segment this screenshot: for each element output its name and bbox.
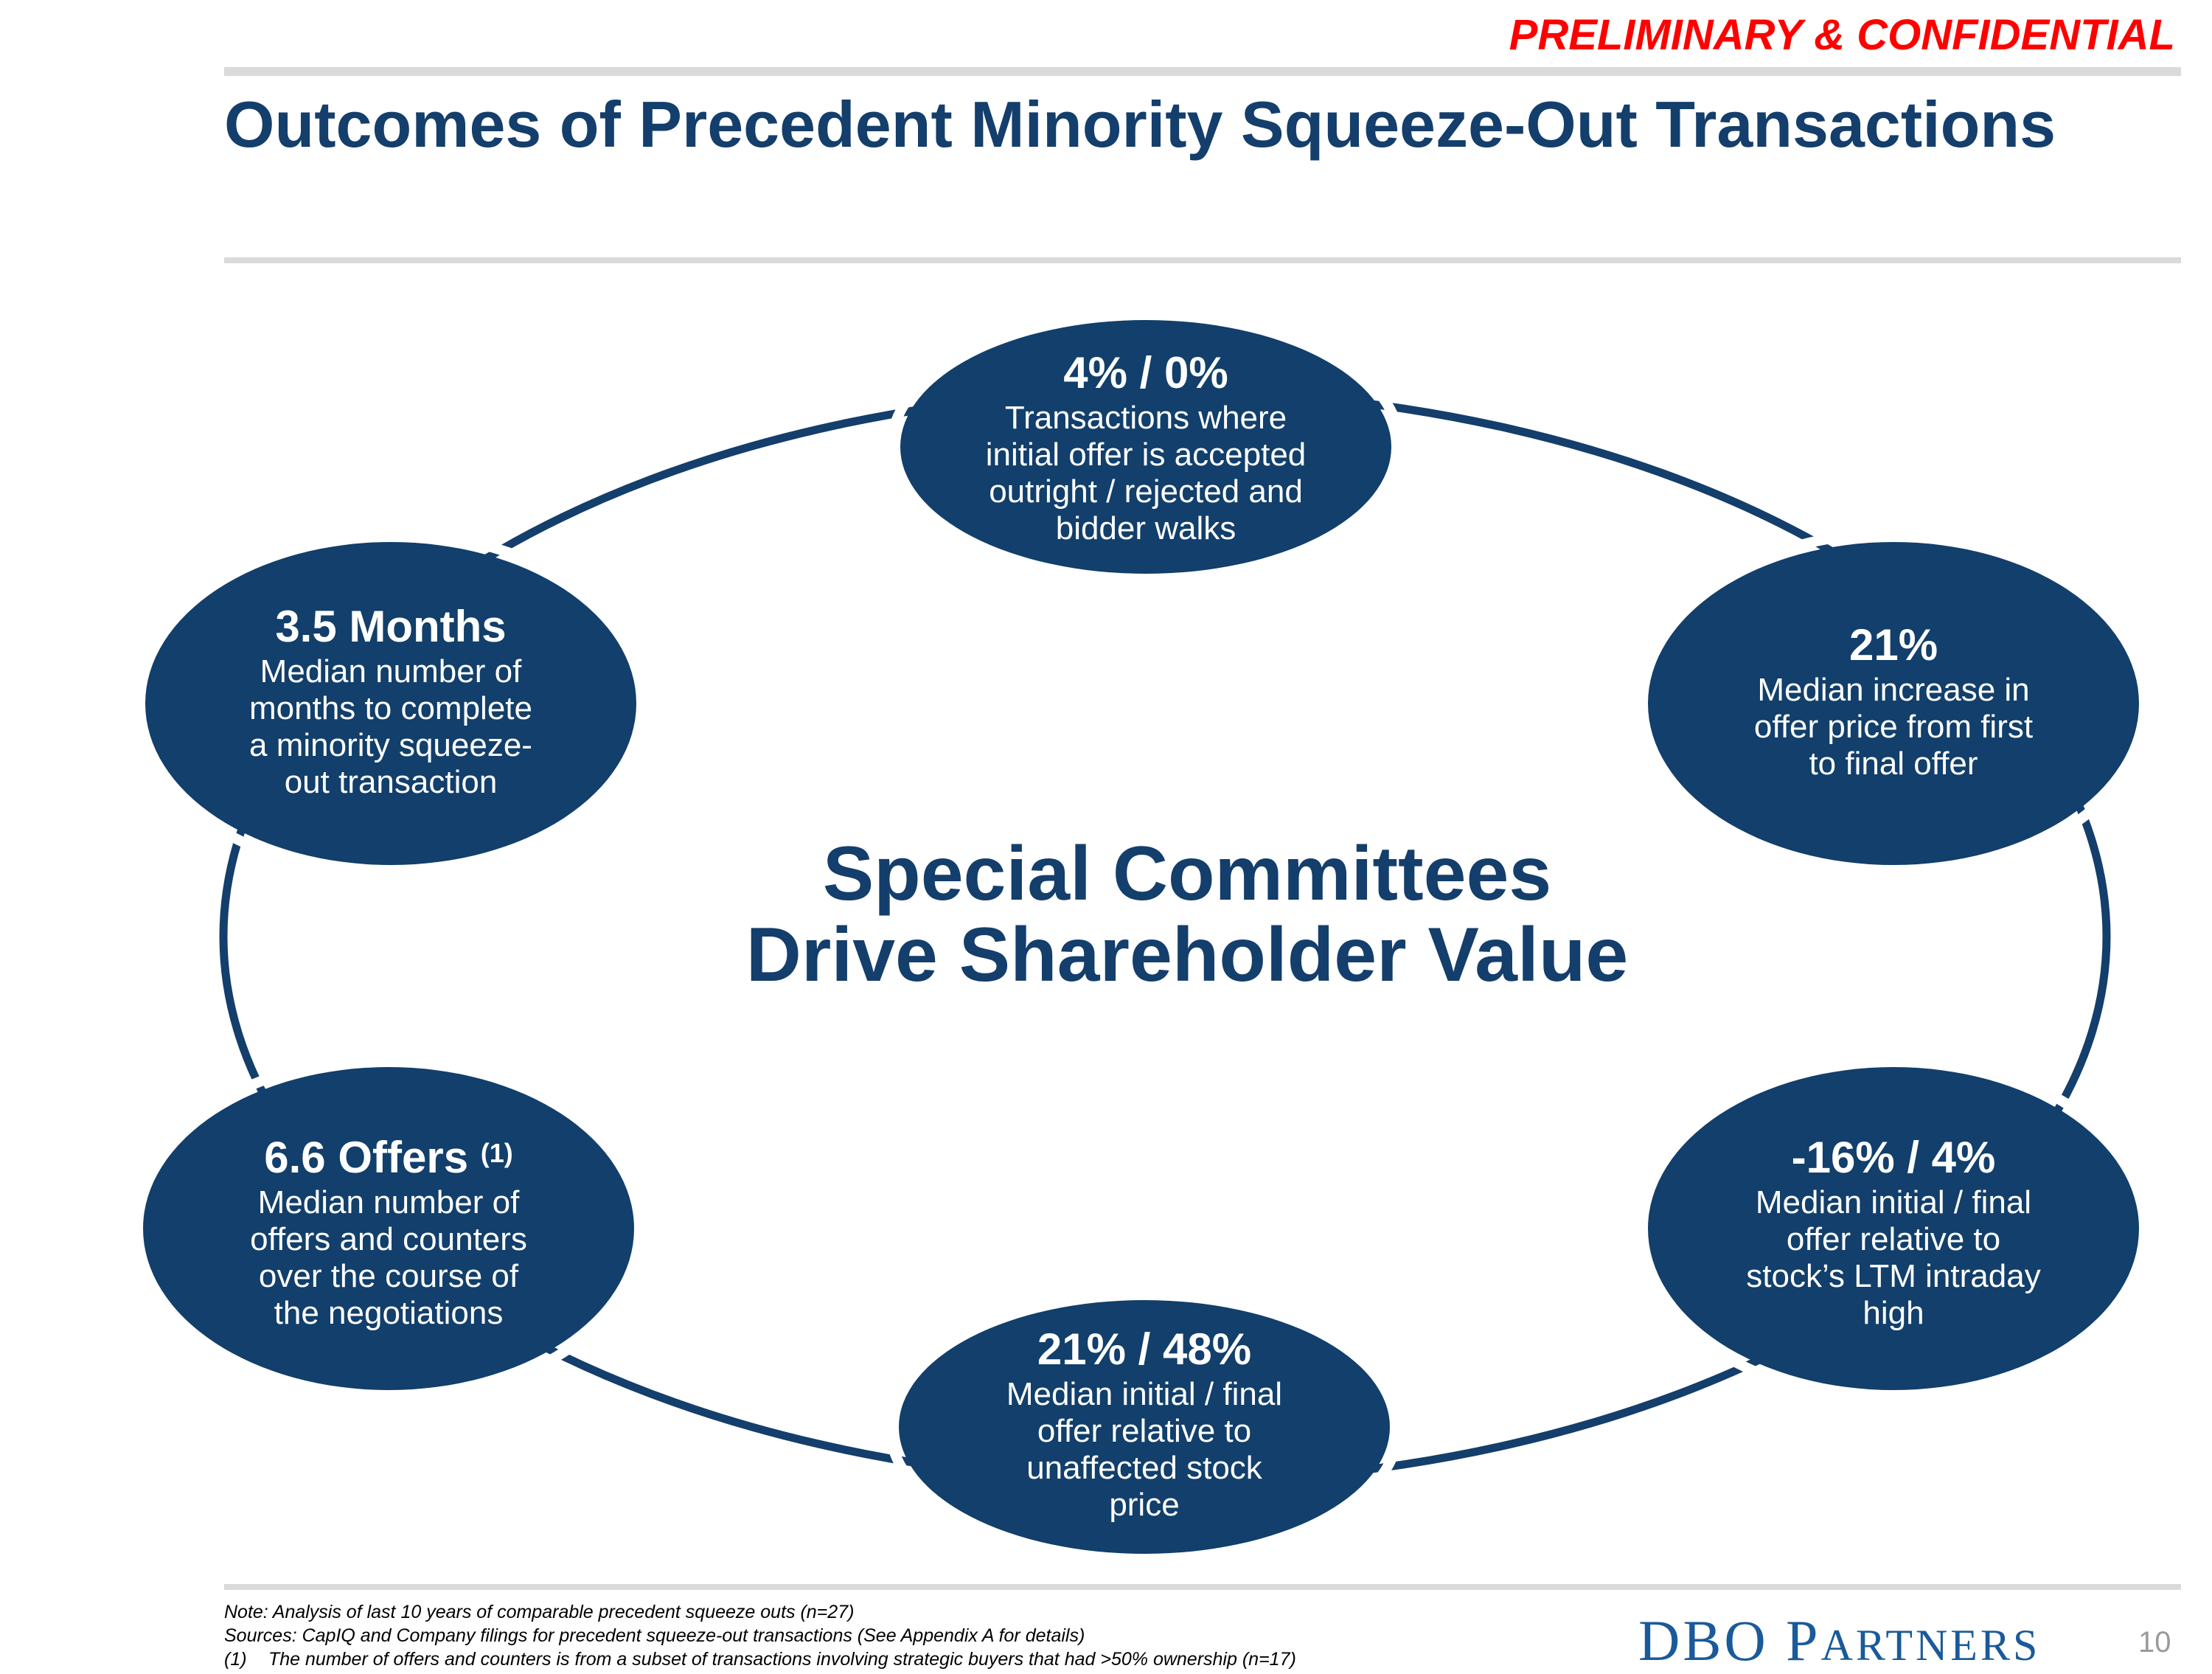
page-number: 10 bbox=[2138, 1626, 2171, 1659]
stat-description: Median increase in offer price from firs… bbox=[1753, 672, 2034, 782]
page-title: Outcomes of Precedent Minority Squeeze-O… bbox=[224, 88, 2056, 161]
footnotes: Note: Analysis of last 10 years of compa… bbox=[224, 1600, 1296, 1671]
confidential-label: PRELIMINARY & CONFIDENTIAL bbox=[1509, 11, 2175, 59]
stat-value: 4% / 0% bbox=[1063, 348, 1228, 397]
note: Note: Analysis of last 10 years of compa… bbox=[224, 1602, 855, 1622]
center-line-2: Drive Shareholder Value bbox=[745, 912, 1629, 998]
stat-description: Transactions where initial offer is acce… bbox=[985, 400, 1307, 546]
stat-offers-count: 6.6 Offers (1) Median number of offers a… bbox=[189, 1106, 588, 1357]
stat-description: Median initial / final offer relative to… bbox=[1006, 1376, 1283, 1523]
center-message: Special Committees Drive Shareholder Val… bbox=[664, 833, 1711, 996]
stat-description: Median number of months to complete a mi… bbox=[249, 653, 532, 800]
footnote-ref: (1) bbox=[480, 1138, 513, 1168]
stat-value: 21% bbox=[1848, 620, 1938, 670]
footnote-1: (1) The number of offers and counters is … bbox=[224, 1649, 1296, 1670]
dbo-partners-logo: DBO PARTNERS bbox=[1638, 1608, 2041, 1673]
stat-value: 21% / 48% bbox=[1037, 1324, 1252, 1374]
node-shape bbox=[900, 320, 1391, 574]
node-shape bbox=[1648, 542, 2139, 865]
stat-value: 6.6 Offers (1) bbox=[264, 1133, 513, 1182]
sources: Sources: CapIQ and Company filings for p… bbox=[224, 1625, 1085, 1646]
center-line-1: Special Committees bbox=[822, 831, 1552, 917]
footer-divider bbox=[224, 1584, 2181, 1590]
title-divider bbox=[224, 257, 2181, 263]
stat-price-increase: 21% Median increase in offer price from … bbox=[1694, 575, 2093, 826]
node-shape bbox=[145, 542, 636, 865]
stat-offer-accepted-rejected: 4% / 0% Transactions where initial offer… bbox=[925, 322, 1367, 572]
node-shape bbox=[143, 1067, 634, 1390]
stat-months-to-complete: 3.5 Months Median number of months to co… bbox=[192, 575, 590, 826]
stat-value: -16% / 4% bbox=[1791, 1133, 1996, 1182]
stat-description: Median number of offers and counters ove… bbox=[250, 1184, 527, 1331]
stat-vs-unaffected-price: 21% / 48% Median initial / final offer r… bbox=[923, 1298, 1366, 1549]
stat-vs-ltm-high: -16% / 4% Median initial / final offer r… bbox=[1694, 1106, 2093, 1357]
top-divider bbox=[224, 67, 2181, 76]
node-shape bbox=[899, 1300, 1390, 1554]
node-shape bbox=[1648, 1067, 2139, 1390]
stat-value: 3.5 Months bbox=[275, 602, 507, 651]
stat-description: Median initial / final offer relative to… bbox=[1746, 1184, 2041, 1331]
